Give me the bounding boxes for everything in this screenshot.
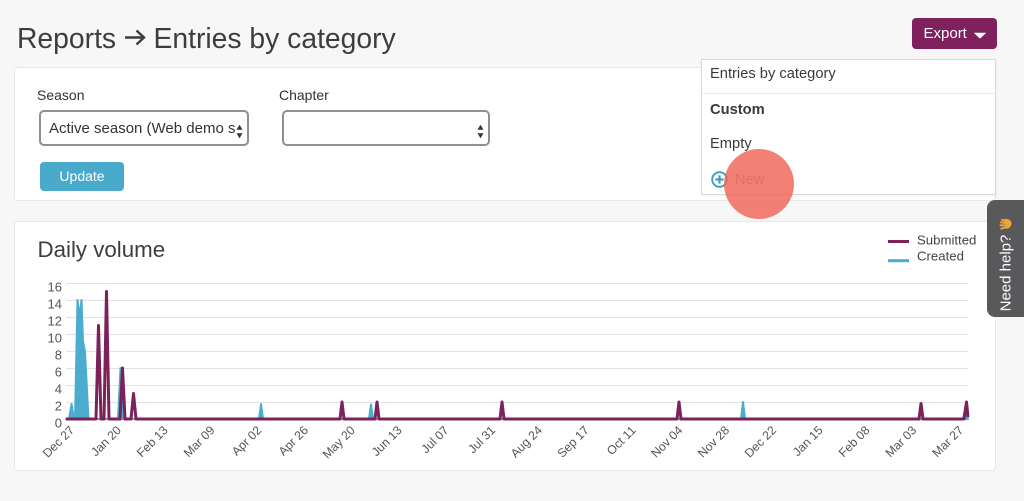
svg-text:Mar 03: Mar 03 <box>883 423 920 460</box>
svg-text:May 20: May 20 <box>320 423 358 461</box>
svg-text:Dec 22: Dec 22 <box>742 423 779 460</box>
svg-text:2: 2 <box>55 399 62 414</box>
svg-text:Jul 31: Jul 31 <box>465 423 498 456</box>
svg-text:Sep 17: Sep 17 <box>555 423 592 460</box>
svg-text:12: 12 <box>48 314 62 329</box>
svg-text:16: 16 <box>48 280 62 295</box>
svg-text:8: 8 <box>55 348 62 363</box>
svg-text:Jan 20: Jan 20 <box>88 423 124 459</box>
svg-text:Apr 26: Apr 26 <box>276 423 311 458</box>
svg-text:Submitted: Submitted <box>917 233 976 248</box>
svg-text:Oct 11: Oct 11 <box>604 423 639 458</box>
svg-text:Feb 08: Feb 08 <box>836 423 873 460</box>
svg-text:10: 10 <box>48 331 62 346</box>
svg-text:Nov 28: Nov 28 <box>695 423 732 460</box>
svg-text:4: 4 <box>55 382 62 397</box>
svg-text:Feb 13: Feb 13 <box>134 423 171 460</box>
svg-text:Mar 09: Mar 09 <box>181 423 218 460</box>
svg-text:0: 0 <box>55 416 62 431</box>
svg-text:Jan 15: Jan 15 <box>790 423 826 459</box>
svg-text:14: 14 <box>48 297 62 312</box>
svg-text:Nov 04: Nov 04 <box>648 423 685 460</box>
svg-text:Mar 27: Mar 27 <box>929 423 966 460</box>
svg-text:Jun 13: Jun 13 <box>369 423 405 459</box>
svg-text:6: 6 <box>55 365 62 380</box>
svg-text:Aug 24: Aug 24 <box>508 423 545 460</box>
svg-text:Created: Created <box>917 248 964 263</box>
svg-text:Jul 07: Jul 07 <box>419 423 452 456</box>
svg-text:Apr 02: Apr 02 <box>229 423 264 458</box>
